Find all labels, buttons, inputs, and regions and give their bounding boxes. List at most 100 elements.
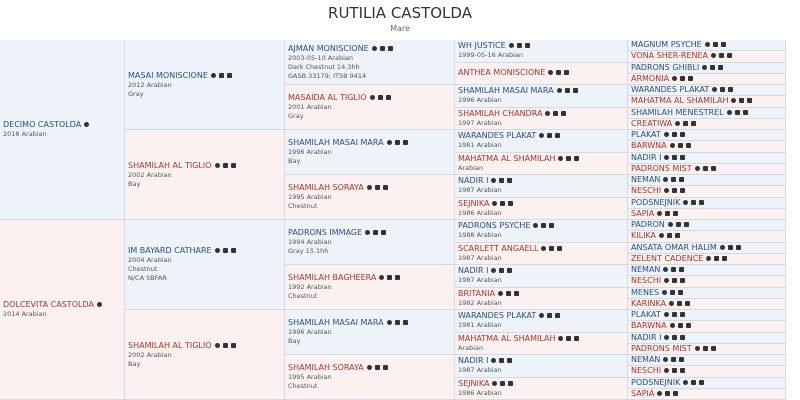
horse-name[interactable]: PLAKAT	[631, 130, 661, 140]
horse-name[interactable]: NEMAN	[631, 175, 661, 185]
icon[interactable]	[491, 178, 497, 184]
horse-name[interactable]: NESCHI	[631, 186, 662, 196]
icon[interactable]	[719, 53, 725, 59]
icon[interactable]	[491, 268, 497, 274]
icon[interactable]	[500, 380, 506, 386]
horse-name[interactable]: DECIMO CASTOLDA	[3, 120, 82, 129]
icon[interactable]	[664, 188, 670, 194]
icon[interactable]	[680, 278, 686, 284]
horse-name[interactable]: NADIR I	[458, 266, 489, 276]
icon[interactable]	[742, 109, 748, 115]
icon[interactable]	[702, 165, 708, 171]
icon[interactable]	[381, 230, 387, 235]
horse-name[interactable]: SEJNIKA	[458, 198, 490, 208]
icon[interactable]	[214, 342, 220, 348]
horse-name[interactable]: PADRON	[631, 220, 665, 230]
horse-name[interactable]: NADIR I	[458, 356, 489, 366]
icon[interactable]	[677, 143, 683, 149]
icon[interactable]	[671, 312, 677, 318]
icon[interactable]	[492, 380, 498, 386]
icon[interactable]	[214, 162, 220, 168]
icon[interactable]	[558, 155, 564, 161]
icon[interactable]	[694, 165, 700, 171]
icon[interactable]	[379, 45, 385, 51]
icon[interactable]	[675, 233, 680, 239]
icon[interactable]	[505, 290, 511, 296]
icon[interactable]	[726, 109, 732, 115]
icon[interactable]	[386, 140, 392, 145]
icon[interactable]	[722, 255, 728, 261]
icon[interactable]	[679, 357, 685, 363]
horse-name[interactable]: SHAMILAH SORAYA	[288, 183, 364, 192]
horse-name[interactable]: IM BAYARD CATHARE	[128, 246, 212, 255]
icon[interactable]	[747, 98, 753, 104]
horse-name[interactable]: ANTHEA MONISCIONE	[458, 68, 546, 78]
icon[interactable]	[524, 43, 530, 49]
icon[interactable]	[669, 143, 675, 149]
icon[interactable]	[556, 70, 562, 76]
horse-name[interactable]: BRITANIA	[458, 288, 495, 298]
icon[interactable]	[664, 334, 670, 340]
icon[interactable]	[685, 323, 691, 329]
icon[interactable]	[663, 312, 669, 318]
icon[interactable]	[553, 110, 559, 116]
horse-name[interactable]: SHAMILAH MASAI MARA	[458, 86, 554, 96]
horse-name[interactable]: PADRONS IMMAGE	[288, 228, 363, 237]
icon[interactable]	[672, 278, 678, 284]
icon[interactable]	[711, 53, 717, 59]
icon[interactable]	[566, 335, 572, 341]
icon[interactable]	[395, 275, 401, 280]
icon[interactable]	[663, 357, 669, 363]
horse-name[interactable]: WH JUSTICE	[458, 41, 506, 51]
icon[interactable]	[500, 200, 506, 206]
icon[interactable]	[394, 320, 400, 325]
icon[interactable]	[491, 358, 497, 364]
icon[interactable]	[657, 210, 663, 216]
icon[interactable]	[664, 278, 670, 284]
icon[interactable]	[669, 300, 675, 306]
horse-name[interactable]: MAHATMA AL SHAMILAH	[458, 333, 556, 343]
icon[interactable]	[507, 358, 513, 364]
icon[interactable]	[677, 323, 683, 329]
icon[interactable]	[662, 289, 668, 295]
icon[interactable]	[683, 222, 689, 228]
icon[interactable]	[671, 132, 677, 138]
icon[interactable]	[387, 45, 393, 51]
icon[interactable]	[547, 133, 553, 139]
icon[interactable]	[499, 358, 505, 364]
icon[interactable]	[222, 162, 228, 168]
icon[interactable]	[678, 289, 684, 295]
icon[interactable]	[672, 154, 678, 160]
icon[interactable]	[667, 222, 673, 228]
horse-name[interactable]: AJMAN MONISCIONE	[288, 43, 369, 53]
horse-name[interactable]: SAPIA	[631, 208, 655, 218]
horse-name[interactable]: SHAMILAH BAGHEERA	[288, 273, 377, 282]
horse-name[interactable]: SHAMILAH MASAI MARA	[288, 138, 384, 147]
icon[interactable]	[513, 290, 519, 296]
icon[interactable]	[497, 290, 503, 296]
horse-name[interactable]: SAPIA	[631, 388, 655, 398]
icon[interactable]	[675, 120, 681, 126]
icon[interactable]	[539, 133, 545, 139]
icon[interactable]	[734, 109, 740, 115]
horse-name[interactable]: KARINKA	[631, 298, 667, 308]
icon[interactable]	[659, 233, 664, 239]
icon[interactable]	[672, 368, 678, 374]
icon[interactable]	[688, 75, 694, 81]
icon[interactable]	[96, 302, 102, 307]
icon[interactable]	[508, 200, 514, 206]
icon[interactable]	[371, 45, 377, 51]
icon[interactable]	[712, 87, 718, 93]
icon[interactable]	[557, 245, 563, 251]
horse-name[interactable]: MASAIDA AL TIGLIO	[288, 93, 367, 102]
icon[interactable]	[702, 64, 708, 70]
icon[interactable]	[710, 345, 716, 351]
icon[interactable]	[683, 199, 689, 205]
icon[interactable]	[564, 88, 570, 94]
icon[interactable]	[675, 222, 681, 228]
icon[interactable]	[706, 255, 712, 261]
icon[interactable]	[720, 42, 726, 48]
icon[interactable]	[694, 345, 700, 351]
horse-name[interactable]: NESCHI	[631, 366, 662, 376]
icon[interactable]	[671, 177, 677, 183]
